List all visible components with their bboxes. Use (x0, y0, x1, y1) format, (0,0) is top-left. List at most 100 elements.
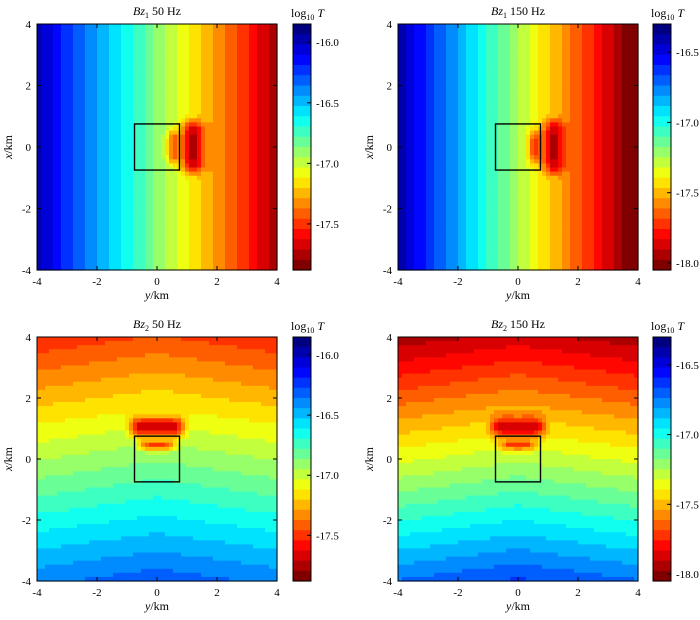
heatmap-cell (265, 40, 270, 46)
heatmap-cell (133, 85, 138, 91)
heatmap-cell (237, 163, 242, 169)
heatmap-cell (101, 179, 106, 185)
heatmap-cell (53, 261, 58, 267)
heatmap-cell (233, 122, 238, 128)
heatmap-cell (201, 65, 206, 70)
heatmap-cell (442, 138, 447, 144)
heatmap-cell (438, 97, 443, 103)
heatmap-cell (265, 122, 270, 128)
heatmap-cell (201, 44, 206, 50)
heatmap-cell (201, 138, 206, 144)
heatmap-cell (109, 81, 114, 87)
heatmap-cell (229, 24, 234, 29)
heatmap-cell (237, 89, 242, 95)
heatmap-cell (482, 183, 487, 189)
heatmap-cell (61, 126, 66, 132)
heatmap-cell (257, 134, 262, 140)
heatmap-cell (161, 118, 166, 123)
heatmap-cell (406, 249, 411, 255)
heatmap-cell (129, 179, 134, 185)
heatmap-cell (402, 196, 407, 201)
heatmap-cell (209, 106, 214, 111)
heatmap-cell (37, 126, 42, 132)
heatmap-cell (149, 171, 154, 177)
heatmap-cell (189, 192, 194, 197)
heatmap-cell (478, 257, 483, 263)
heatmap-cell (478, 28, 483, 33)
heatmap-cell (237, 237, 242, 242)
heatmap-cell (97, 24, 102, 29)
heatmap-cell (121, 73, 126, 78)
heatmap-cell (73, 253, 78, 259)
heatmap-cell (442, 261, 447, 267)
heatmap-cell (93, 147, 98, 152)
heatmap-cell (450, 200, 455, 205)
heatmap-cell (414, 175, 419, 181)
heatmap-cell (225, 155, 230, 160)
heatmap-cell (125, 253, 130, 259)
heatmap-cell (434, 163, 439, 169)
heatmap-cell (462, 204, 467, 210)
heatmap-cell (249, 237, 254, 242)
heatmap-cell (113, 179, 118, 185)
heatmap-cell (69, 245, 74, 251)
heatmap-cell (414, 253, 419, 259)
heatmap-cell (81, 220, 86, 226)
heatmap-cell (217, 171, 222, 177)
heatmap-cell (129, 52, 134, 58)
heatmap-cell (97, 233, 102, 238)
heatmap-cell (450, 118, 455, 123)
heatmap-cell (221, 122, 226, 128)
heatmap-cell (434, 220, 439, 226)
heatmap-cell (442, 36, 447, 41)
heatmap-cell (233, 85, 238, 91)
heatmap-cell (165, 110, 170, 115)
heatmap-cell (49, 196, 54, 201)
heatmap-cell (466, 188, 471, 193)
heatmap-cell (410, 89, 415, 95)
heatmap-cell (69, 249, 74, 255)
heatmap-cell (169, 188, 174, 193)
heatmap-cell (85, 65, 90, 70)
heatmap-cell (145, 73, 150, 78)
heatmap-cell (438, 179, 443, 185)
heatmap-cell (65, 220, 70, 226)
heatmap-cell (161, 65, 166, 70)
heatmap-cell (402, 183, 407, 189)
heatmap-cell (105, 77, 110, 82)
heatmap-cell (470, 52, 475, 58)
heatmap-cell (49, 134, 54, 140)
heatmap-cell (105, 261, 110, 267)
heatmap-cell (89, 147, 94, 152)
heatmap-cell (237, 134, 242, 140)
heatmap-cell (73, 28, 78, 33)
heatmap-cell (253, 245, 258, 251)
heatmap-cell (181, 73, 186, 78)
heatmap-cell (402, 224, 407, 230)
heatmap-cell (209, 200, 214, 205)
heatmap-cell (426, 171, 431, 177)
heatmap-cell (129, 208, 134, 214)
heatmap-cell (169, 253, 174, 259)
heatmap-cell (213, 110, 218, 115)
heatmap-cell (249, 56, 254, 62)
heatmap-cell (53, 110, 58, 115)
heatmap-cell (213, 81, 218, 87)
heatmap-cell (233, 192, 238, 197)
heatmap-cell (418, 85, 423, 91)
heatmap-cell (430, 65, 435, 70)
heatmap-cell (85, 159, 90, 164)
heatmap-cell (69, 122, 74, 128)
heatmap-cell (133, 147, 138, 152)
heatmap-cell (273, 142, 278, 148)
heatmap-cell (105, 126, 110, 132)
heatmap-cell (189, 257, 194, 263)
heatmap-cell (125, 192, 130, 197)
heatmap-cell (402, 253, 407, 259)
heatmap-cell (41, 81, 46, 87)
heatmap-cell (438, 245, 443, 251)
heatmap-cell (93, 175, 98, 181)
heatmap-cell (205, 97, 210, 103)
heatmap-cell (462, 48, 467, 54)
